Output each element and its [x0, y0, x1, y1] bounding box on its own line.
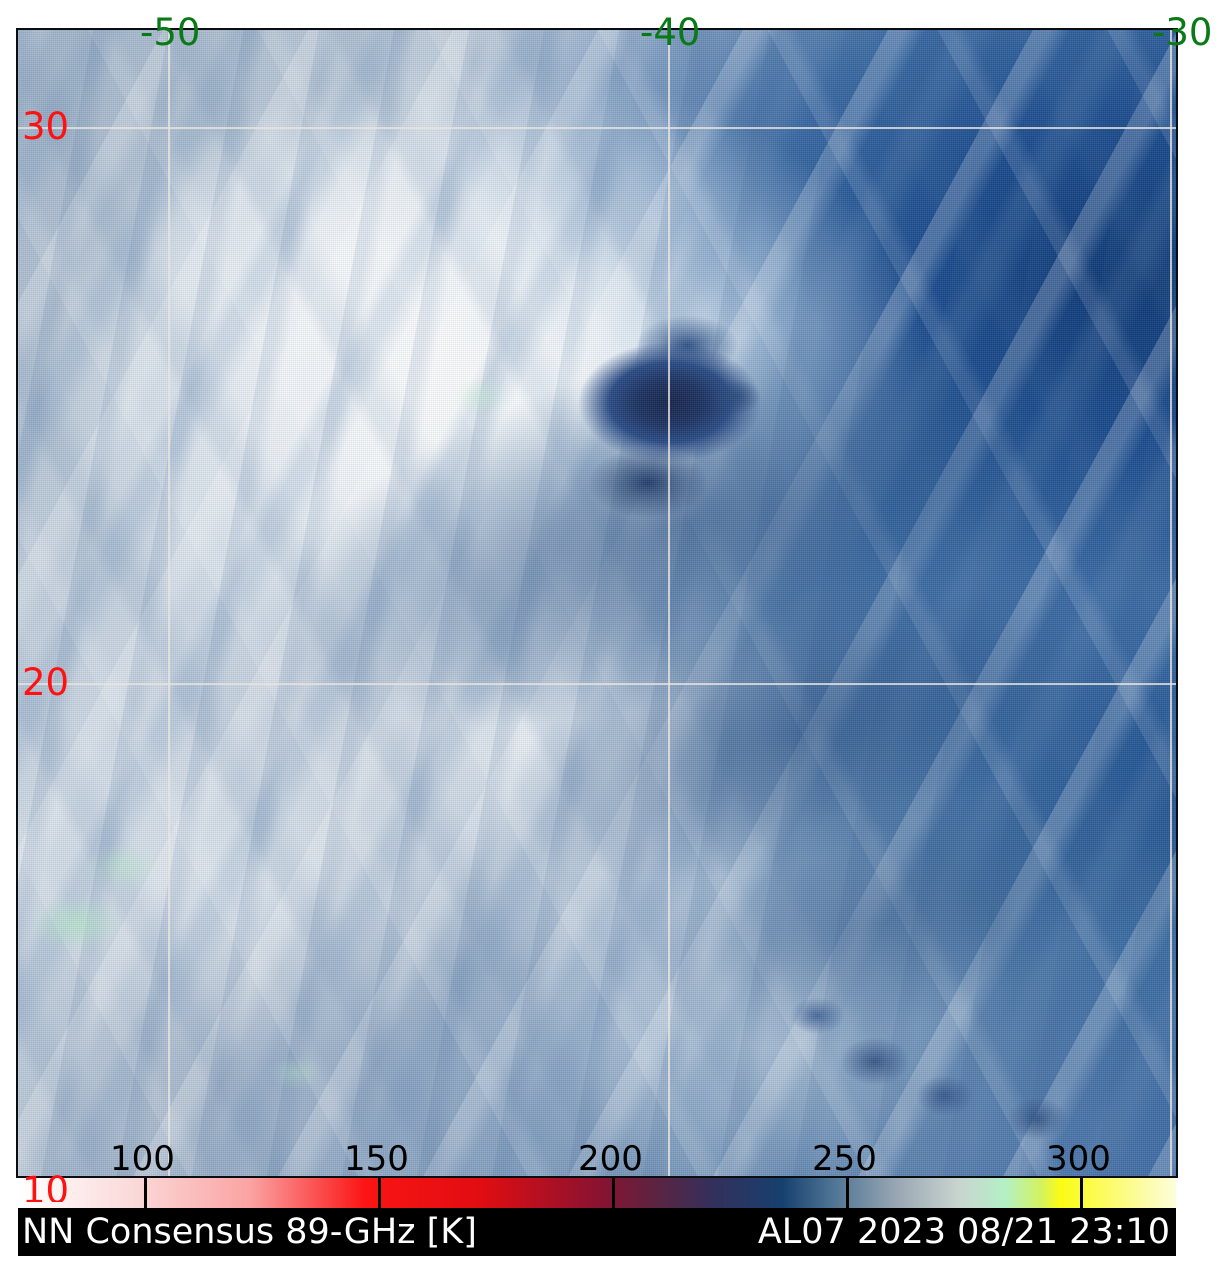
colorbar-gradient [18, 1178, 1176, 1208]
lat-label-20: 20 [22, 661, 70, 704]
colorbar-tick-250 [846, 1178, 849, 1208]
colorbar-tick-100 [144, 1178, 147, 1208]
colorbar-tick-label-300: 300 [1046, 1139, 1111, 1176]
colorbar[interactable] [18, 1178, 1176, 1208]
gridline-lat-20 [18, 683, 1176, 685]
lon-label-minus30: -30 [1152, 11, 1213, 54]
ice-scattering-speckle [18, 30, 1176, 1176]
gridline-lon-minus30 [1170, 30, 1172, 1176]
gridline-lon-minus40 [668, 30, 670, 1176]
gridline-lon-minus50 [168, 30, 170, 1176]
colorbar-tick-200 [612, 1178, 615, 1208]
lat-label-10: 10 [22, 1172, 70, 1202]
caption-bar: NN Consensus 89-GHz [K] AL07 2023 08/21 … [18, 1208, 1176, 1256]
storm-timestamp-label: AL07 2023 08/21 23:10 [757, 1212, 1170, 1252]
lat-label-30: 30 [22, 105, 70, 148]
gridline-lat-30 [18, 127, 1176, 129]
colorbar-tick-150 [378, 1178, 381, 1208]
colorbar-tick-label-150: 150 [344, 1139, 409, 1176]
colorbar-tick-300 [1080, 1178, 1083, 1208]
product-label: NN Consensus 89-GHz [K] [22, 1212, 477, 1252]
satellite-image-panel[interactable]: 100 150 200 250 300 [18, 30, 1176, 1176]
lon-label-minus40: -40 [640, 11, 701, 54]
colorbar-tick-label-100: 100 [110, 1139, 175, 1176]
sensor-pixel-grain [18, 30, 1176, 1176]
colorbar-tick-label-200: 200 [578, 1139, 643, 1176]
colorbar-tick-label-250: 250 [812, 1139, 877, 1176]
lon-label-minus50: -50 [140, 11, 201, 54]
